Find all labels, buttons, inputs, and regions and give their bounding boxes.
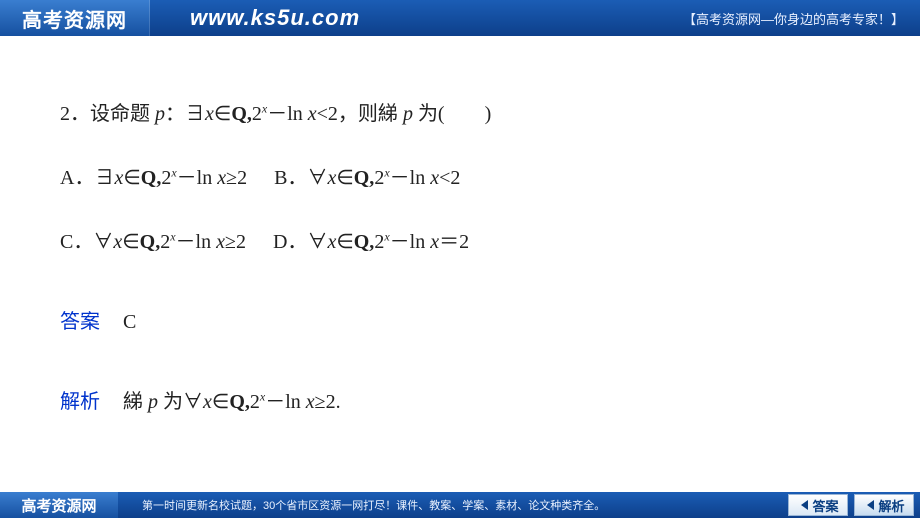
exp-mid: 为∀ <box>158 391 203 413</box>
triangle-left-icon <box>801 500 808 510</box>
footer-bar: 高考资源网 第一时间更新名校试题，30个省市区资源一网打尽！课件、教案、学案、素… <box>0 492 920 518</box>
opt-b-quant: ∀ <box>307 167 327 189</box>
in-sym: ∈ <box>214 103 231 125</box>
opt-d-in: ∈ <box>336 231 353 253</box>
opt-c-ln: ln <box>196 231 217 253</box>
var-p: p <box>155 103 165 125</box>
site-url: www.ks5u.com <box>150 5 683 31</box>
opt-c-x: x <box>113 231 122 253</box>
ln: ln <box>287 103 308 125</box>
opt-a-2: 2 <box>161 167 171 189</box>
opt-a-ln: ln <box>197 167 218 189</box>
var-x: x <box>205 103 214 125</box>
opt-d-q: Q, <box>354 231 375 253</box>
exp-2: 2 <box>250 391 260 413</box>
opt-c-x2: x <box>216 231 225 253</box>
footer-logo: 高考资源网 <box>0 492 118 518</box>
options-row-2: C．∀x∈Q,2x－ln x≥2 D．∀x∈Q,2x－ln x＝2 <box>60 224 860 260</box>
q-colon: ：∃ <box>165 103 205 125</box>
nav-buttons: 答案 解析 <box>788 492 914 518</box>
minus: － <box>267 103 287 125</box>
opt-d-quant: ∀ <box>307 231 327 253</box>
opt-a-quant: ∃ <box>94 167 114 189</box>
two: 2 <box>252 103 262 125</box>
exp-minus: － <box>265 391 285 413</box>
opt-b-minus: － <box>390 167 410 189</box>
opt-d-minus: － <box>390 231 410 253</box>
exp-in: ∈ <box>212 391 229 413</box>
opt-c-label: C． <box>60 231 93 253</box>
opt-d-rel: ＝2 <box>439 231 469 253</box>
opt-d-x: x <box>327 231 336 253</box>
question-stem: 2．设命题 p：∃x∈Q,2x－ln x<2，则綈 p 为( ) <box>60 96 860 132</box>
exp-x: x <box>203 391 212 413</box>
exp-q: Q, <box>229 391 250 413</box>
q-number: 2． <box>60 103 90 125</box>
set-q: Q, <box>231 103 252 125</box>
explain-block: 解析 綈 p 为∀x∈Q,2x－ln x≥2. <box>60 384 860 420</box>
exp-p: p <box>148 391 158 413</box>
opt-b-2: 2 <box>374 167 384 189</box>
opt-a-x: x <box>114 167 123 189</box>
opt-a-rel: ≥2 <box>226 167 247 189</box>
opt-d-label: D． <box>273 231 307 253</box>
opt-c-2: 2 <box>160 231 170 253</box>
opt-a-q: Q, <box>141 167 162 189</box>
option-d: D．∀x∈Q,2x－ln x＝2 <box>273 224 469 260</box>
answer-button[interactable]: 答案 <box>788 494 848 516</box>
logo: 高考资源网 <box>0 0 150 36</box>
opt-c-quant: ∀ <box>93 231 113 253</box>
answer-btn-label: 答案 <box>812 496 838 515</box>
opt-b-q: Q, <box>354 167 375 189</box>
lt2: <2，则綈 <box>317 103 403 125</box>
content-area: 2．设命题 p：∃x∈Q,2x－ln x<2，则綈 p 为( ) A．∃x∈Q,… <box>0 36 920 420</box>
option-a: A．∃x∈Q,2x－ln x≥2 <box>60 160 247 196</box>
var-p2: p <box>403 103 413 125</box>
explain-text: 綈 p 为∀x∈Q,2x－ln x≥2. <box>123 391 341 413</box>
opt-b-x2: x <box>430 167 439 189</box>
opt-b-x: x <box>327 167 336 189</box>
options-row-1: A．∃x∈Q,2x－ln x≥2 B．∀x∈Q,2x－ln x<2 <box>60 160 860 196</box>
answer-value: C <box>123 311 136 333</box>
opt-c-in: ∈ <box>122 231 139 253</box>
answer-label: 答案 <box>60 311 100 333</box>
triangle-left-icon <box>867 500 874 510</box>
explain-button[interactable]: 解析 <box>854 494 914 516</box>
answer-block: 答案 C <box>60 304 860 340</box>
opt-d-2: 2 <box>374 231 384 253</box>
opt-d-ln: ln <box>410 231 431 253</box>
exp-x2: x <box>306 391 315 413</box>
q-tail: 为( ) <box>413 103 491 125</box>
opt-c-minus: － <box>176 231 196 253</box>
opt-b-label: B． <box>274 167 307 189</box>
header-bar: 高考资源网 www.ks5u.com 【高考资源网—你身边的高考专家！】 <box>0 0 920 36</box>
slogan-text: 【高考资源网—你身边的高考专家！】 <box>683 9 920 28</box>
opt-a-minus: － <box>177 167 197 189</box>
opt-a-label: A． <box>60 167 94 189</box>
q-prefix: 设命题 <box>90 103 155 125</box>
explain-btn-label: 解析 <box>878 496 904 515</box>
exp-rel: ≥2. <box>315 391 341 413</box>
opt-a-x2: x <box>217 167 226 189</box>
opt-b-in: ∈ <box>336 167 353 189</box>
exp-prefix: 綈 <box>123 391 148 413</box>
exp-ln: ln <box>285 391 306 413</box>
var-x2: x <box>308 103 317 125</box>
opt-c-rel: ≥2 <box>225 231 246 253</box>
option-b: B．∀x∈Q,2x－ln x<2 <box>274 160 460 196</box>
opt-b-rel: <2 <box>439 167 460 189</box>
option-c: C．∀x∈Q,2x－ln x≥2 <box>60 224 246 260</box>
opt-d-x2: x <box>430 231 439 253</box>
opt-b-ln: ln <box>410 167 431 189</box>
opt-a-in: ∈ <box>123 167 140 189</box>
opt-c-q: Q, <box>140 231 161 253</box>
explain-label: 解析 <box>60 391 100 413</box>
